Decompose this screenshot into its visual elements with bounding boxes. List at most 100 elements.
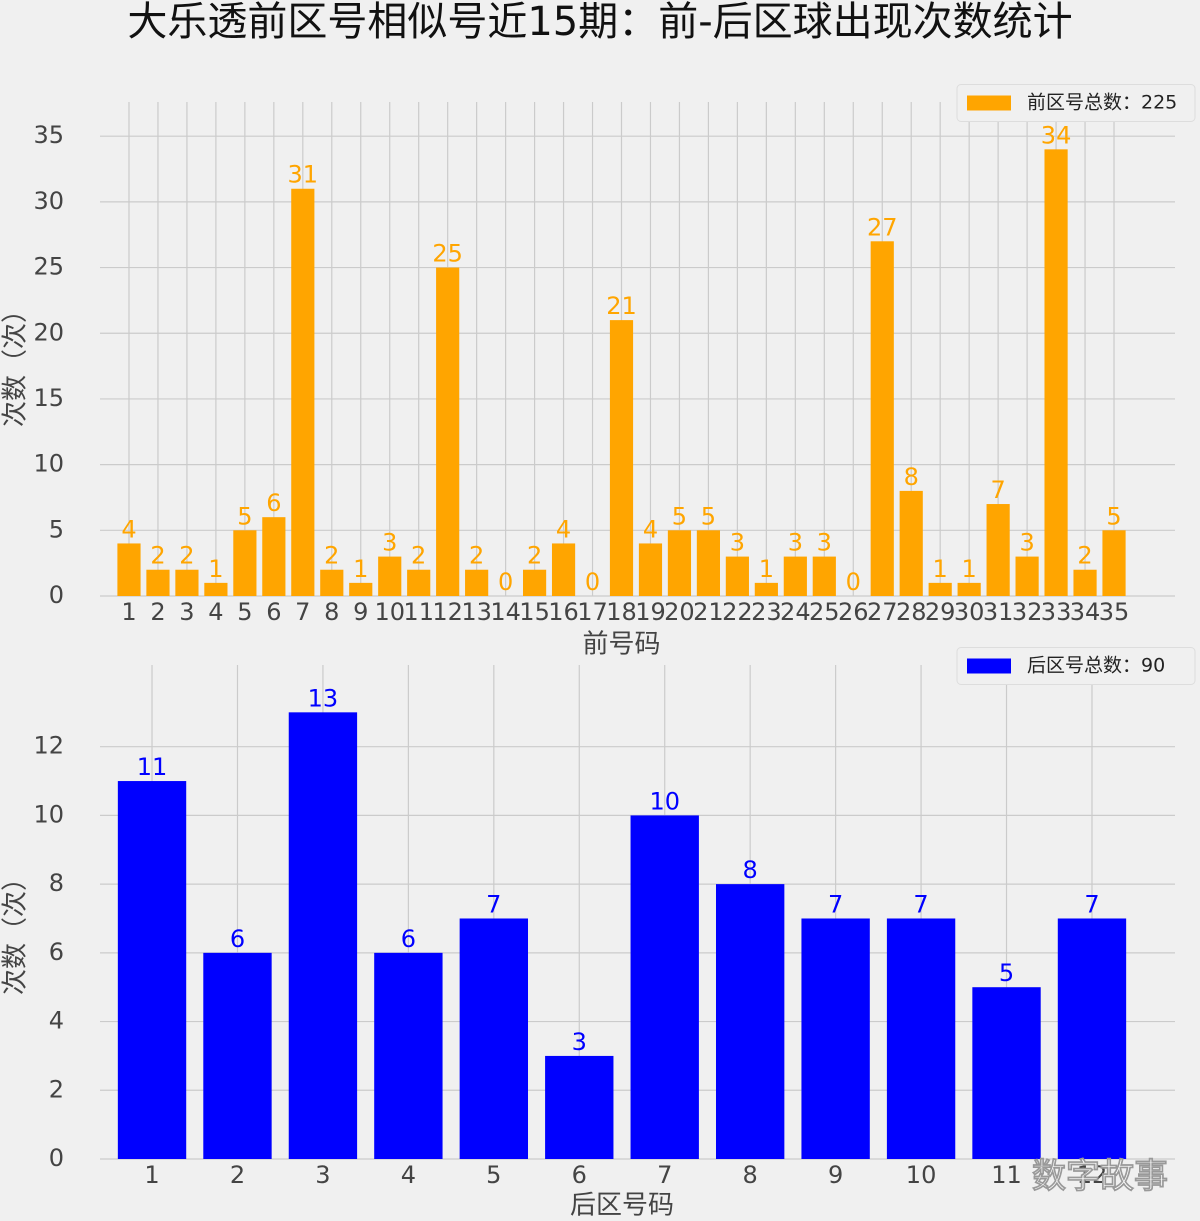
bar xyxy=(1044,149,1068,597)
value-label: 10 xyxy=(649,787,680,815)
x-tick-label: 29 xyxy=(925,598,956,626)
value-label: 7 xyxy=(913,890,928,918)
value-label: 7 xyxy=(1084,890,1099,918)
y-axis-label: 次数（次） xyxy=(1,865,31,995)
x-tick-label: 19 xyxy=(635,598,666,626)
value-label: 8 xyxy=(904,463,919,491)
x-tick-label: 30 xyxy=(954,598,985,626)
value-label: 31 xyxy=(288,161,319,189)
x-tick-label: 25 xyxy=(809,598,840,626)
value-label: 5 xyxy=(701,502,716,530)
bar xyxy=(374,952,443,1159)
bar xyxy=(696,530,721,596)
bar xyxy=(609,320,634,596)
bar xyxy=(291,188,315,596)
x-tick-label: 6 xyxy=(572,1161,587,1189)
x-tick-label: 1 xyxy=(121,598,136,626)
bar xyxy=(886,918,956,1159)
x-tick-label: 15 xyxy=(519,598,550,626)
x-tick-label: 34 xyxy=(1070,598,1101,626)
bar xyxy=(233,530,257,596)
bar xyxy=(117,543,141,596)
bar xyxy=(262,517,286,596)
value-label: 3 xyxy=(788,529,803,557)
y-tick-label: 15 xyxy=(33,384,64,412)
value-label: 27 xyxy=(867,213,898,241)
y-axis-label: 次数（次） xyxy=(1,297,31,427)
bar xyxy=(465,569,489,596)
x-tick-label: 5 xyxy=(237,598,252,626)
x-tick-label: 32 xyxy=(1012,598,1043,626)
y-tick-label: 20 xyxy=(33,318,64,346)
x-tick-label: 7 xyxy=(657,1161,672,1189)
legend-label: 后区号总数：90 xyxy=(1027,655,1165,677)
value-label: 3 xyxy=(730,529,745,557)
bar xyxy=(320,569,344,596)
value-label: 4 xyxy=(643,515,658,543)
value-label: 6 xyxy=(230,925,245,953)
bar xyxy=(459,918,529,1159)
value-label: 5 xyxy=(237,502,252,530)
value-label: 2 xyxy=(179,542,194,570)
value-label: 21 xyxy=(606,292,637,320)
value-label: 1 xyxy=(759,555,774,583)
y-tick-label: 12 xyxy=(33,732,64,760)
x-tick-label: 22 xyxy=(722,598,753,626)
chart-title: 大乐透前区号相似号近15期：前-后区球出现次数统计 xyxy=(127,0,1072,45)
x-tick-label: 28 xyxy=(896,598,927,626)
y-tick-label: 5 xyxy=(49,515,64,543)
bar xyxy=(801,918,870,1159)
value-label: 5 xyxy=(1106,502,1121,530)
value-label: 1 xyxy=(933,555,948,583)
value-label: 34 xyxy=(1041,121,1072,149)
y-tick-label: 10 xyxy=(33,450,64,478)
bar xyxy=(378,556,402,596)
bar xyxy=(986,504,1010,596)
bar xyxy=(551,543,576,596)
x-tick-label: 9 xyxy=(353,598,368,626)
value-label: 4 xyxy=(556,515,571,543)
bar xyxy=(899,490,923,596)
value-label: 8 xyxy=(743,856,758,884)
x-tick-label: 2 xyxy=(230,1161,245,1189)
bar xyxy=(146,569,170,596)
y-tick-label: 4 xyxy=(49,1007,64,1035)
value-label: 2 xyxy=(469,542,484,570)
y-tick-label: 25 xyxy=(33,253,64,281)
watermark: 数字故事 xyxy=(1032,1157,1168,1197)
x-tick-label: 35 xyxy=(1099,598,1130,626)
value-label: 13 xyxy=(308,684,339,712)
value-label: 2 xyxy=(324,542,339,570)
bar xyxy=(545,1055,614,1159)
bar xyxy=(667,530,692,596)
x-tick-label: 14 xyxy=(490,598,521,626)
bar xyxy=(1015,556,1039,596)
bar xyxy=(870,241,894,596)
x-tick-label: 3 xyxy=(315,1161,330,1189)
bar xyxy=(812,556,836,596)
legend-box xyxy=(956,647,1196,685)
x-tick-label: 4 xyxy=(401,1161,416,1189)
x-tick-label: 33 xyxy=(1041,598,1072,626)
bar xyxy=(522,569,547,596)
x-tick-label: 8 xyxy=(743,1161,758,1189)
bar xyxy=(288,712,358,1159)
y-tick-label: 10 xyxy=(33,800,64,828)
bar xyxy=(638,543,663,596)
x-tick-label: 9 xyxy=(828,1161,843,1189)
bar xyxy=(754,582,778,596)
x-tick-label: 4 xyxy=(208,598,223,626)
x-tick-label: 10 xyxy=(374,598,405,626)
x-tick-label: 10 xyxy=(906,1161,937,1189)
value-label: 1 xyxy=(208,555,223,583)
x-tick-label: 23 xyxy=(751,598,782,626)
value-label: 3 xyxy=(382,529,397,557)
x-tick-label: 26 xyxy=(838,598,869,626)
bar xyxy=(928,582,952,596)
value-label: 0 xyxy=(498,568,513,596)
x-tick-label: 20 xyxy=(664,598,695,626)
bar xyxy=(1073,569,1097,596)
x-tick-label: 12 xyxy=(1077,1161,1108,1189)
x-axis-label: 后区号码 xyxy=(570,1191,674,1221)
